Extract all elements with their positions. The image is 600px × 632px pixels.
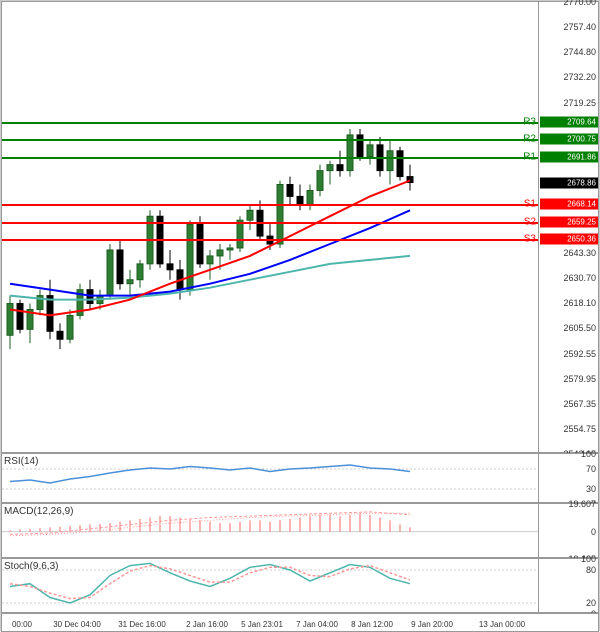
s3-line	[2, 239, 538, 241]
stoch-tick: 80	[586, 565, 596, 575]
macd-tick: 19.607	[568, 499, 596, 509]
xaxis-tick: 9 Jan 20:00	[411, 620, 453, 629]
yaxis-tick: 2618.10	[563, 298, 596, 308]
yaxis-tick: 2579.95	[563, 374, 596, 384]
rsi-yaxis: 10070300	[538, 454, 598, 502]
macd-yaxis: 19.6070-19.465	[538, 504, 598, 557]
s1-line	[2, 204, 538, 206]
yaxis-tick: 2757.40	[563, 22, 596, 32]
yaxis-tick: 2643.30	[563, 248, 596, 258]
r2-line	[2, 139, 538, 141]
s1-label: S1	[524, 199, 536, 210]
main-plot-area[interactable]	[2, 2, 538, 452]
s2-label: S2	[524, 216, 536, 227]
stoch-panel: Stoch(9,6,3) 10080200	[1, 558, 599, 613]
current-price-tag: 2678.86	[540, 177, 598, 188]
xaxis-tick: 13 Jan 00:00	[479, 620, 525, 629]
s1-price-tag: 2668.14	[540, 199, 598, 210]
main-yaxis: 2709.64 2700.75 2691.86 2668.14 2659.25 2650.…	[538, 2, 598, 452]
rsi-tick: 70	[586, 464, 596, 474]
chart-container: 2709.64 2700.75 2691.86 2668.14 2659.25 2650.…	[0, 0, 600, 631]
macd-tick: 0	[591, 527, 596, 537]
yaxis-tick: 2605.50	[563, 323, 596, 333]
xaxis-tick: 30 Dec 04:00	[53, 620, 101, 629]
yaxis-tick: 2719.25	[563, 98, 596, 108]
rsi-panel: RSI(14) 10070300	[1, 453, 599, 503]
yaxis-tick: 2770.00	[563, 0, 596, 7]
stoch-tick: 100	[581, 554, 596, 564]
macd-plot-area[interactable]	[2, 504, 538, 557]
yaxis-tick: 2554.75	[563, 424, 596, 434]
yaxis-tick: 2592.55	[563, 349, 596, 359]
r2-price-tag: 2700.75	[540, 134, 598, 145]
macd-panel: MACD(12,26,9) 19.6070-19.465	[1, 503, 599, 558]
xaxis-tick: 8 Jan 12:00	[351, 620, 393, 629]
r1-label: R1	[523, 152, 536, 163]
rsi-tick: 100	[581, 449, 596, 459]
xaxis-panel: 00:00 30 Dec 04:00 31 Dec 16:00 2 Jan 16:00…	[1, 613, 599, 632]
s2-line	[2, 222, 538, 224]
r3-label: R3	[523, 116, 536, 127]
rsi-plot-area[interactable]	[2, 454, 538, 502]
r2-label: R2	[523, 134, 536, 145]
r3-price-tag: 2709.64	[540, 116, 598, 127]
s2-price-tag: 2659.25	[540, 216, 598, 227]
xaxis-tick: 00:00	[12, 620, 32, 629]
stoch-plot-area[interactable]	[2, 559, 538, 612]
xaxis-tick: 31 Dec 16:00	[118, 620, 166, 629]
s3-price-tag: 2650.36	[540, 234, 598, 245]
rsi-tick: 30	[586, 484, 596, 494]
yaxis-tick: 2732.20	[563, 72, 596, 82]
yaxis-tick: 2567.35	[563, 399, 596, 409]
yaxis-tick: 2744.80	[563, 47, 596, 57]
s3-label: S3	[524, 234, 536, 245]
xaxis-tick: 2 Jan 16:00	[186, 620, 228, 629]
r1-line	[2, 157, 538, 159]
stoch-tick: 20	[586, 598, 596, 608]
main-price-panel: 2709.64 2700.75 2691.86 2668.14 2659.25 2650.…	[1, 1, 599, 453]
r3-line	[2, 122, 538, 124]
xaxis-tick: 7 Jan 04:00	[296, 620, 338, 629]
r1-price-tag: 2691.86	[540, 152, 598, 163]
yaxis-tick: 2630.70	[563, 273, 596, 283]
stoch-yaxis: 10080200	[538, 559, 598, 612]
xaxis-tick: 5 Jan 23:01	[241, 620, 283, 629]
